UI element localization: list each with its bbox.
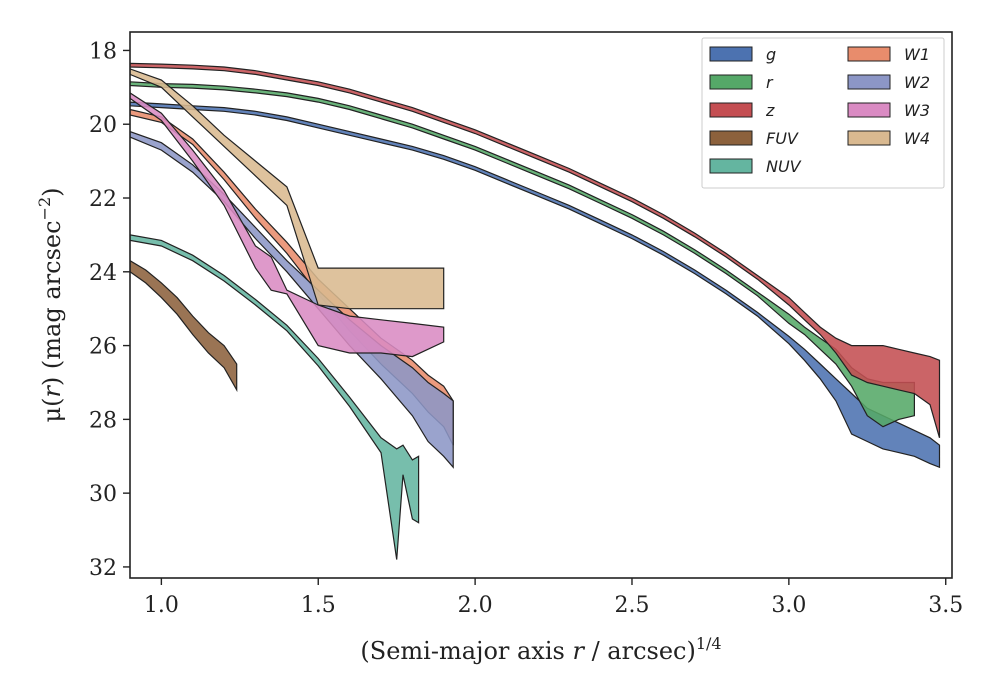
legend-swatch-w3 xyxy=(847,102,891,118)
y-tick-label: 22 xyxy=(89,187,117,212)
legend-label-z: z xyxy=(765,101,775,120)
band-r xyxy=(130,81,915,428)
y-axis-title: μ(r) (mag arcsec−2) xyxy=(35,187,66,422)
series-bands xyxy=(130,62,941,560)
legend-label-w4: W4 xyxy=(904,129,930,148)
band-z xyxy=(130,62,941,438)
band-nuv xyxy=(130,234,420,560)
legend-swatch-r xyxy=(709,74,753,90)
band-fuv xyxy=(130,260,238,393)
legend-label-g: g xyxy=(766,45,776,64)
legend-label-nuv: NUV xyxy=(766,157,802,176)
legend-swatch-w4 xyxy=(847,130,891,146)
x-axis-ticks: 1.0 1.5 2.0 2.5 3.0 3.5 xyxy=(144,578,963,618)
band-w3 xyxy=(130,92,445,358)
x-tick-label: 2.0 xyxy=(458,593,493,618)
legend: grz FUV NUV W1 W2 W3 W4 xyxy=(701,37,945,189)
y-tick-label: 26 xyxy=(89,335,117,360)
x-tick-label: 2.5 xyxy=(614,593,649,618)
legend-label-fuv: FUV xyxy=(766,129,799,148)
legend-swatch-g xyxy=(709,46,753,62)
y-tick-label: 28 xyxy=(89,408,117,433)
y-axis-ticks: 18 20 22 24 26 28 30 32 xyxy=(89,39,130,581)
legend-label-r: r xyxy=(766,73,774,92)
band-w4 xyxy=(130,68,445,310)
x-tick-label: 3.5 xyxy=(928,593,963,618)
y-tick-label: 24 xyxy=(89,261,117,286)
band-g xyxy=(130,101,941,469)
legend-swatch-nuv xyxy=(709,158,753,174)
x-tick-label: 1.0 xyxy=(144,593,179,618)
legend-label-w3: W3 xyxy=(904,101,930,120)
legend-label-w2: W2 xyxy=(904,73,930,92)
legend-swatch-z xyxy=(709,102,753,118)
legend-label-w1: W1 xyxy=(904,45,930,64)
y-tick-label: 30 xyxy=(89,482,117,507)
legend-swatch-w1 xyxy=(847,46,891,62)
legend-swatch-fuv xyxy=(709,130,753,146)
x-tick-label: 3.0 xyxy=(771,593,806,618)
x-tick-label: 1.5 xyxy=(301,593,336,618)
legend-swatch-w2 xyxy=(847,74,891,90)
y-tick-label: 18 xyxy=(89,39,117,64)
x-axis-title: (Semi-major axis r / arcsec)1/4 xyxy=(360,634,721,665)
plot-frame xyxy=(129,31,953,579)
y-tick-label: 32 xyxy=(89,556,117,581)
y-tick-label: 20 xyxy=(89,113,117,138)
